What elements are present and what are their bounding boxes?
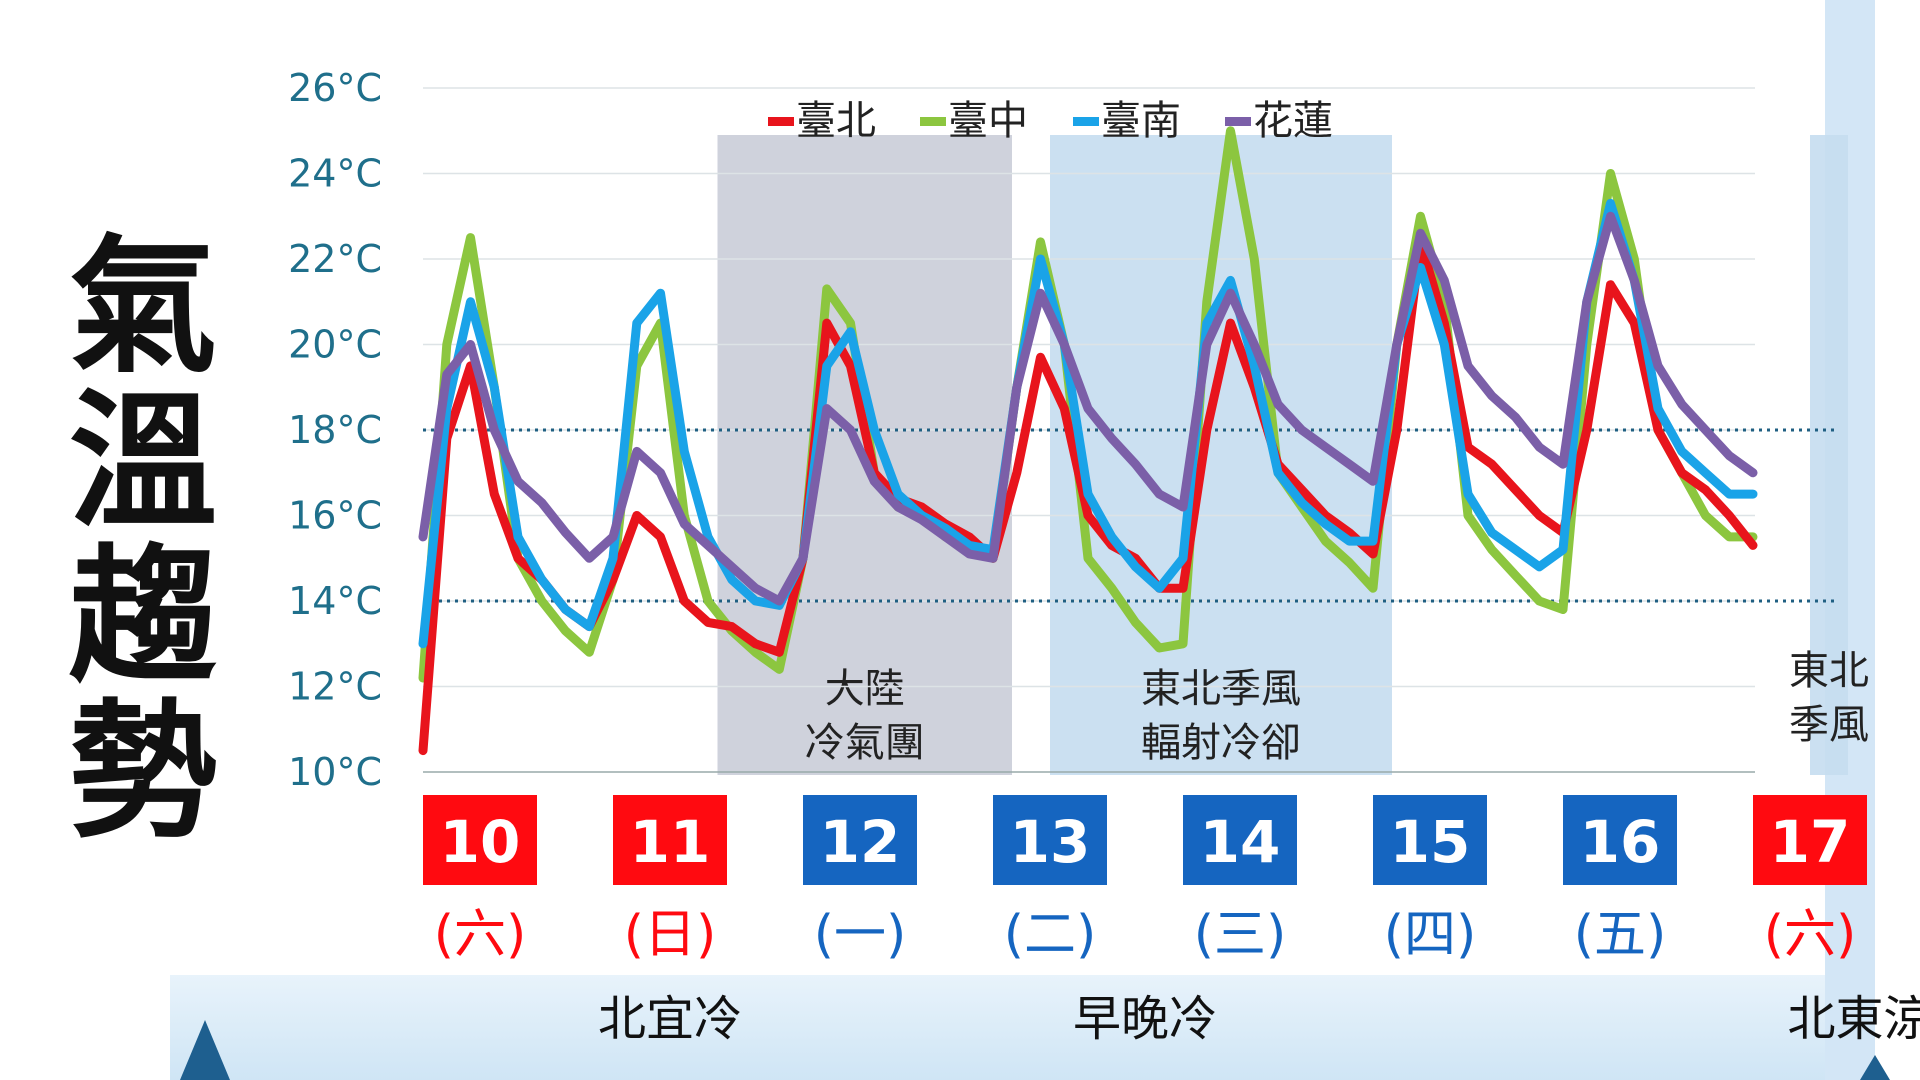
series-line-hualien <box>418 211 1758 606</box>
footer-tree-right <box>1860 1055 1890 1080</box>
day-box <box>1183 795 1297 885</box>
day-box <box>1373 795 1487 885</box>
day-date: 11 <box>630 808 711 876</box>
footer-tree-left <box>180 1020 230 1080</box>
day-date: 12 <box>820 808 901 876</box>
day-box <box>1753 795 1867 885</box>
band-label: 東北 <box>1789 648 1869 694</box>
day-box <box>993 795 1107 885</box>
day-weekday: (日) <box>624 905 717 965</box>
band-label: 大陸 <box>825 666 905 712</box>
footer-band <box>170 975 1870 1080</box>
title-char: 勢 <box>69 686 217 858</box>
summary-label: 北東涼 <box>1787 991 1920 1047</box>
legend-swatch <box>768 117 794 126</box>
day-date: 15 <box>1390 808 1471 876</box>
legend-label: 臺北 <box>796 98 876 144</box>
day-weekday: (三) <box>1194 905 1287 965</box>
summary-label: 早晚冷 <box>1073 991 1217 1047</box>
day-weekday: (五) <box>1574 905 1667 965</box>
day-date: 14 <box>1200 808 1281 876</box>
legend-swatch <box>1225 117 1251 126</box>
legend-label: 臺中 <box>948 98 1028 144</box>
y-tick-label: 20°C <box>288 323 382 367</box>
band-label: 東北季風 <box>1141 666 1301 712</box>
day-date: 16 <box>1580 808 1661 876</box>
series-line-taipei <box>418 237 1758 756</box>
day-weekday: (六) <box>434 905 527 965</box>
y-tick-label: 26°C <box>288 66 382 110</box>
series-line-tainan <box>418 198 1758 649</box>
series-line-taichung <box>418 126 1758 683</box>
y-tick-label: 16°C <box>288 494 382 538</box>
y-tick-label: 12°C <box>288 665 382 709</box>
y-tick-label: 14°C <box>288 579 382 623</box>
page-title: 氣 溫 趨 勢 <box>58 230 228 850</box>
legend-label: 臺南 <box>1101 98 1181 144</box>
legend-swatch <box>920 117 946 126</box>
legend-label: 花蓮 <box>1253 98 1333 144</box>
legend-swatch <box>1073 117 1099 126</box>
title-char: 趨 <box>69 531 217 703</box>
y-tick-label: 18°C <box>288 408 382 452</box>
day-box <box>1563 795 1677 885</box>
day-box <box>613 795 727 885</box>
day-date: 13 <box>1010 808 1091 876</box>
day-weekday: (四) <box>1384 905 1477 965</box>
day-box <box>803 795 917 885</box>
title-char: 溫 <box>69 376 217 548</box>
day-box <box>423 795 537 885</box>
band-label: 季風 <box>1789 702 1869 748</box>
day-weekday: (一) <box>814 905 907 965</box>
band-label: 輻射冷卻 <box>1141 720 1301 766</box>
y-tick-label: 10°C <box>288 750 382 794</box>
y-tick-label: 22°C <box>288 237 382 281</box>
day-weekday: (六) <box>1764 905 1857 965</box>
band-label: 冷氣團 <box>805 720 925 766</box>
summary-label: 北宜冷 <box>598 991 742 1047</box>
weather-band <box>1810 135 1848 775</box>
y-tick-label: 24°C <box>288 152 382 196</box>
title-char: 氣 <box>69 221 217 393</box>
day-weekday: (二) <box>1004 905 1097 965</box>
day-date: 17 <box>1770 808 1851 876</box>
day-date: 10 <box>440 808 521 876</box>
